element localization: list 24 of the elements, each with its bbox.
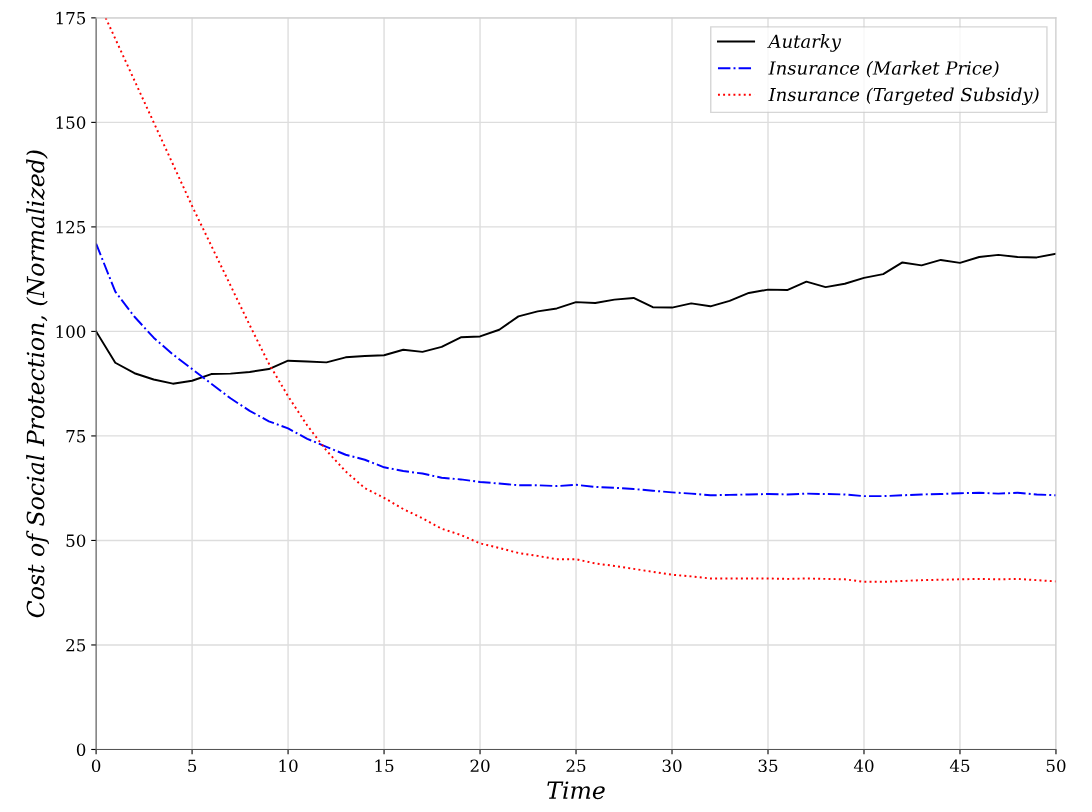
- x-tick-label: 5: [188, 759, 197, 773]
- x-tick-label: 25: [566, 759, 586, 773]
- y-tick-label: 150: [56, 116, 86, 129]
- x-tick-label: 30: [662, 759, 682, 773]
- x-tick-label: 45: [949, 759, 970, 773]
- y-tick-label: 100: [56, 325, 86, 338]
- y-tick-label: 25: [66, 638, 86, 652]
- y-axis-title: Cost of Social Protection, (Normalized): [26, 150, 50, 618]
- x-tick-label: 0: [91, 759, 101, 773]
- x-axis-title: Time: [547, 781, 605, 800]
- x-tick-label: 10: [279, 759, 298, 773]
- x-tick-label: 20: [470, 759, 490, 773]
- y-tick-label: 125: [56, 220, 86, 234]
- x-tick-label: 50: [1046, 759, 1066, 773]
- legend-label: Insurance (Market Price): [768, 60, 999, 78]
- x-tick-label: 35: [758, 759, 778, 773]
- x-tick-label: 40: [853, 759, 874, 773]
- y-tick-label: 175: [56, 11, 86, 25]
- y-tick-label: 75: [66, 430, 86, 443]
- x-tick-label: 15: [375, 759, 394, 773]
- y-tick-label: 50: [66, 534, 86, 548]
- legend-label: Autarky: [767, 34, 842, 52]
- y-tick-label: 0: [76, 743, 86, 757]
- legend-label: Insurance (Targeted Subsidy): [768, 87, 1039, 106]
